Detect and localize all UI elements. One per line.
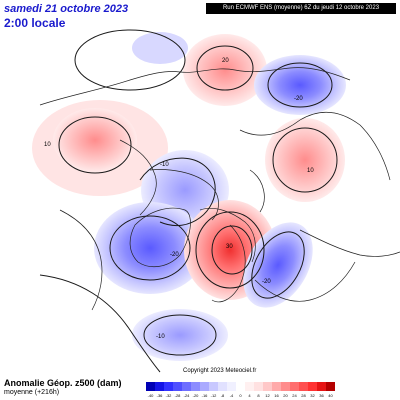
label-neg-canada: -10 [160,162,169,168]
coastline-svalbard [199,208,256,263]
contour-west-alaska [58,116,132,174]
contour-north-siberia [196,45,254,91]
color-scale-label: -12 [210,393,217,398]
coastline-north-america [59,209,103,311]
neg-anomaly-atlantic [132,309,228,361]
coastline-russia [239,111,391,181]
color-scale-label: -20 [192,393,199,398]
contour-arctic-inner [211,225,253,275]
pos-anomaly-north-pacific [265,118,345,202]
label-neg-greenland: -20 [170,252,179,258]
contour-labels: 20 -20 10 10 -10 -20 30 -20 -10 [44,58,314,340]
color-scale-label: 8 [257,393,260,398]
label-pos-north-pacific: 10 [307,168,314,174]
color-scale-swatch [218,382,227,391]
color-scale-label: 36 [319,393,324,398]
coastline-alaska [119,139,157,216]
anomaly-map: 20 -20 10 10 -10 -20 30 -20 -10 [0,28,400,373]
color-scale-swatch [272,382,281,391]
color-scale-label: 40 [328,393,333,398]
run-info-banner: Run ECMWF ENS (moyenne) 6Z du jeudi 12 o… [206,3,396,14]
coastline-north-asia [39,67,351,106]
color-scale-swatch [290,382,299,391]
pos-anomaly-west-alaska [53,108,137,172]
contour-canada [139,157,216,227]
label-pos-west-alaska: 10 [44,142,51,148]
neg-anomaly-bering [132,32,188,64]
coastline-novaya-zemlya [249,169,265,213]
color-scale-swatch [164,382,173,391]
forecast-date: samedi 21 octobre 2023 [4,3,129,15]
color-scale-label: -28 [174,393,181,398]
coastline-scandinavia [211,224,246,303]
contour-greenland [109,215,191,281]
color-scale-swatch [254,382,263,391]
color-scale-swatch [236,382,245,391]
color-scale-label: 12 [265,393,270,398]
color-scale-swatch [146,382,155,391]
color-scale-label: 24 [292,393,297,398]
color-scale-swatch [227,382,236,391]
color-scale-label: 4 [248,393,251,398]
coastline-greenland [129,207,191,268]
color-scale-swatch [326,382,335,391]
color-scale-label: 28 [301,393,306,398]
color-scale-label: -16 [201,393,208,398]
color-scale-swatch [200,382,209,391]
neg-anomaly-europe [243,222,313,308]
contour-bering [74,29,186,91]
color-scale-labels: -40 -36 -32 -28 -24 -20 -16 -12 -8 -4 0 4 8 12 16 20 24 2… [146,393,335,398]
color-scale-swatch [299,382,308,391]
color-scale-bar [146,382,335,391]
legend-caption: Anomalie Géop. z500 (dam) moyenne (+216h… [4,378,122,396]
coastlines [39,67,400,311]
pos-anomaly-north-siberia [183,34,267,106]
contour-zero-west [39,274,161,373]
color-scale-swatch [209,382,218,391]
copyright-notice: Copyright 2023 Meteociel.fr [183,368,257,374]
color-scale-swatch [173,382,182,391]
color-scale-label: -4 [229,393,234,398]
contour-atlantic [143,314,217,356]
color-scale-swatch [155,382,164,391]
contour-arctic-30 [195,211,265,289]
color-scale-label: -36 [156,393,163,398]
legend-title: Anomalie Géop. z500 (dam) [4,378,122,388]
color-scale-label: -8 [220,393,225,398]
color-scale-swatch [182,382,191,391]
coastline-arctic-canada [149,169,219,221]
legend-subtitle: moyenne (+216h) [4,389,60,396]
color-scale-swatch [281,382,290,391]
label-neg-atlantic: -10 [156,334,165,340]
label-neg-east-siberia: -20 [294,96,303,102]
color-scale-swatch [308,382,317,391]
color-scale-label: -32 [165,393,172,398]
color-scale-label: 32 [310,393,315,398]
color-scale-label: 0 [239,393,242,398]
contour-east-siberia [267,62,333,108]
color-scale-swatch [317,382,326,391]
color-scale-label: -24 [183,393,190,398]
label-pos-north-siberia: 20 [222,58,229,64]
label-pos-arctic-scandinavia: 30 [226,244,233,250]
coastline-caspian [299,229,400,257]
forecast-time: 2:00 locale [4,16,66,30]
color-scale-swatch [245,382,254,391]
contour-north-pacific [272,127,338,193]
contour-europe [251,231,305,299]
coastline-europe [254,261,356,302]
color-scale-swatch [191,382,200,391]
color-scale-swatch [263,382,272,391]
color-scale-label: -40 [147,393,154,398]
label-neg-europe: -20 [262,279,271,285]
color-scale-label: 20 [283,393,288,398]
contours [39,29,338,373]
color-scale-label: 16 [274,393,279,398]
map-svg: 20 -20 10 10 -10 -20 30 -20 -10 [0,28,400,373]
